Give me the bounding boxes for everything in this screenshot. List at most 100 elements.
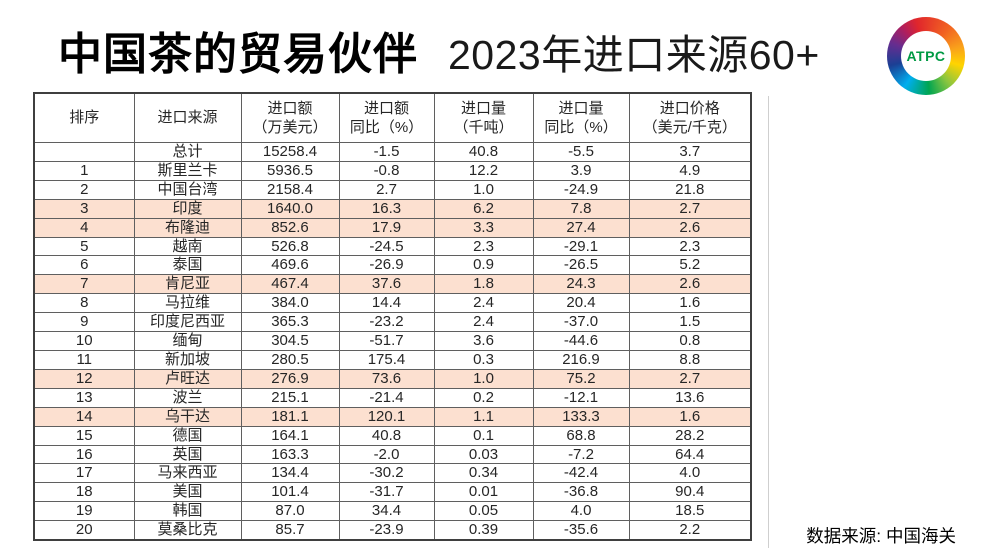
cell-import-volume-yoy: 75.2 [532, 368, 630, 389]
table-row: 15 德国 164.1 40.8 0.1 68.8 28.2 [33, 425, 752, 446]
cell-import-volume: 12.2 [433, 160, 534, 181]
table-row: 16 英国 163.3 -2.0 0.03 -7.2 64.4 [33, 444, 752, 465]
table-body: 总计 15258.4 -1.5 40.8 -5.5 3.7 1 斯里兰卡 593… [33, 142, 752, 541]
table-row: 10 缅甸 304.5 -51.7 3.6 -44.6 0.8 [33, 331, 752, 351]
cell-import-volume-yoy: -44.6 [532, 331, 630, 351]
cell-import-volume: 0.2 [433, 387, 534, 408]
cell-import-price: 8.8 [628, 349, 752, 370]
cell-import-source: 莫桑比克 [133, 520, 242, 541]
cell-import-source: 波兰 [133, 387, 242, 408]
header-import-volume-yoy: 进口量 同比（%） [532, 92, 630, 143]
cell-import-volume: 1.0 [433, 368, 534, 389]
cell-import-price: 1.6 [628, 293, 752, 314]
table-row: 总计 15258.4 -1.5 40.8 -5.5 3.7 [33, 142, 752, 162]
cell-import-price: 1.5 [628, 312, 752, 333]
cell-import-source: 肯尼亚 [133, 274, 242, 295]
cell-import-value: 101.4 [240, 482, 340, 503]
cell-import-value-yoy: -30.2 [338, 463, 435, 484]
cell-import-volume: 0.3 [433, 349, 534, 370]
cell-import-value: 215.1 [240, 387, 340, 408]
page-title: 中国茶的贸易伙伴 [58, 30, 418, 79]
cell-import-value-yoy: -31.7 [338, 482, 435, 503]
cell-import-value: 526.8 [240, 236, 340, 257]
cell-import-price: 4.9 [628, 160, 752, 181]
cell-import-value-yoy: 120.1 [338, 406, 435, 427]
atpc-logo: ATPC [887, 17, 965, 95]
cell-import-source: 马来西亚 [133, 463, 242, 484]
cell-import-price: 2.2 [628, 520, 752, 541]
cell-import-value-yoy: 34.4 [338, 501, 435, 522]
cell-import-source: 韩国 [133, 501, 242, 522]
cell-rank: 17 [33, 463, 135, 484]
cell-import-price: 3.7 [628, 142, 752, 162]
cell-rank: 12 [33, 368, 135, 389]
cell-import-value: 1640.0 [240, 198, 340, 219]
cell-import-price: 21.8 [628, 179, 752, 200]
table-row: 6 泰国 469.6 -26.9 0.9 -26.5 5.2 [33, 255, 752, 276]
table-row: 3 印度 1640.0 16.3 6.2 7.8 2.7 [33, 198, 752, 219]
table-row: 9 印度尼西亚 365.3 -23.2 2.4 -37.0 1.5 [33, 312, 752, 333]
cell-import-source: 卢旺达 [133, 368, 242, 389]
cell-import-value: 5936.5 [240, 160, 340, 181]
cell-import-volume: 2.3 [433, 236, 534, 257]
cell-import-source: 英国 [133, 444, 242, 465]
page-subtitle: 2023年进口来源60+ [448, 32, 820, 78]
cell-import-value: 276.9 [240, 368, 340, 389]
header-import-value: 进口额 （万美元） [240, 92, 340, 143]
cell-import-price: 2.6 [628, 274, 752, 295]
cell-import-price: 2.6 [628, 217, 752, 238]
slide-title-row: 中国茶的贸易伙伴 2023年进口来源60+ [58, 18, 820, 82]
table-row: 2 中国台湾 2158.4 2.7 1.0 -24.9 21.8 [33, 179, 752, 200]
trade-table-container: 排序 进口来源 进口额 （万美元） 进口额 同比（%） 进口量 （千吨） 进口量… [33, 92, 752, 542]
cell-import-value-yoy: 14.4 [338, 293, 435, 314]
cell-import-volume: 1.8 [433, 274, 534, 295]
cell-import-price: 13.6 [628, 387, 752, 408]
cell-import-volume-yoy: -37.0 [532, 312, 630, 333]
table-row: 4 布隆迪 852.6 17.9 3.3 27.4 2.6 [33, 217, 752, 238]
cell-rank: 3 [33, 198, 135, 219]
cell-import-volume: 0.03 [433, 444, 534, 465]
cell-import-source: 总计 [133, 142, 242, 162]
cell-import-value-yoy: -24.5 [338, 236, 435, 257]
table-row: 12 卢旺达 276.9 73.6 1.0 75.2 2.7 [33, 368, 752, 389]
cell-import-price: 5.2 [628, 255, 752, 276]
table-row: 8 马拉维 384.0 14.4 2.4 20.4 1.6 [33, 293, 752, 314]
cell-rank: 8 [33, 293, 135, 314]
cell-import-volume: 6.2 [433, 198, 534, 219]
cell-import-value-yoy: -23.2 [338, 312, 435, 333]
cell-import-volume-yoy: 3.9 [532, 160, 630, 181]
cell-import-volume: 1.1 [433, 406, 534, 427]
gridline-artifact [768, 96, 769, 548]
cell-rank: 14 [33, 406, 135, 427]
cell-import-volume: 0.39 [433, 520, 534, 541]
cell-import-price: 28.2 [628, 425, 752, 446]
cell-import-value: 87.0 [240, 501, 340, 522]
cell-import-value-yoy: -26.9 [338, 255, 435, 276]
cell-import-volume-yoy: 216.9 [532, 349, 630, 370]
table-row: 17 马来西亚 134.4 -30.2 0.34 -42.4 4.0 [33, 463, 752, 484]
cell-import-source: 中国台湾 [133, 179, 242, 200]
header-import-volume: 进口量 （千吨） [433, 92, 534, 143]
cell-import-volume: 0.34 [433, 463, 534, 484]
cell-import-source: 德国 [133, 425, 242, 446]
cell-import-value: 164.1 [240, 425, 340, 446]
cell-rank: 5 [33, 236, 135, 257]
table-row: 13 波兰 215.1 -21.4 0.2 -12.1 13.6 [33, 387, 752, 408]
cell-import-value: 467.4 [240, 274, 340, 295]
cell-rank: 18 [33, 482, 135, 503]
table-header: 排序 进口来源 进口额 （万美元） 进口额 同比（%） 进口量 （千吨） 进口量… [33, 92, 752, 143]
cell-import-value: 134.4 [240, 463, 340, 484]
cell-import-volume: 2.4 [433, 312, 534, 333]
data-source-note: 数据来源: 中国海关 [806, 526, 956, 546]
cell-rank [33, 142, 135, 162]
cell-import-value-yoy: -51.7 [338, 331, 435, 351]
cell-import-volume-yoy: -42.4 [532, 463, 630, 484]
table-row: 18 美国 101.4 -31.7 0.01 -36.8 90.4 [33, 482, 752, 503]
atpc-logo-text: ATPC [906, 48, 946, 64]
cell-rank: 7 [33, 274, 135, 295]
cell-import-value: 469.6 [240, 255, 340, 276]
cell-import-price: 90.4 [628, 482, 752, 503]
cell-import-value-yoy: -2.0 [338, 444, 435, 465]
cell-import-price: 1.6 [628, 406, 752, 427]
